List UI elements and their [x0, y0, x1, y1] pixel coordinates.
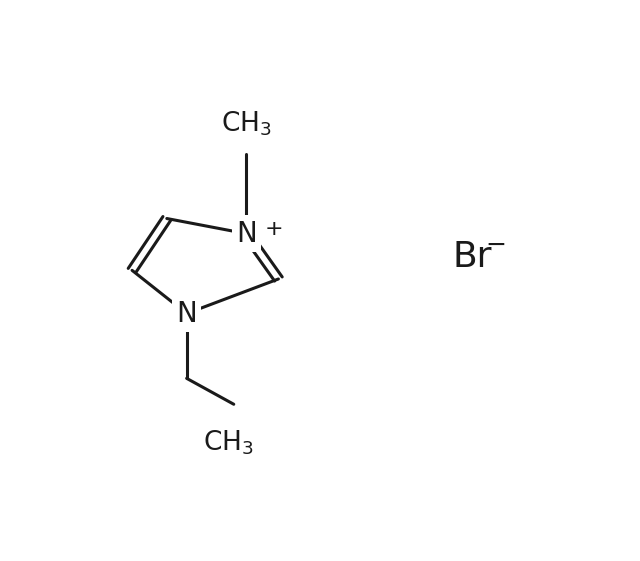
Text: CH$_3$: CH$_3$ — [204, 429, 254, 457]
Text: CH$_3$: CH$_3$ — [221, 109, 271, 138]
Text: N: N — [176, 300, 197, 328]
Text: N: N — [236, 219, 257, 247]
Text: +: + — [264, 219, 283, 240]
Text: −: − — [486, 232, 507, 256]
Text: Br: Br — [452, 240, 492, 274]
